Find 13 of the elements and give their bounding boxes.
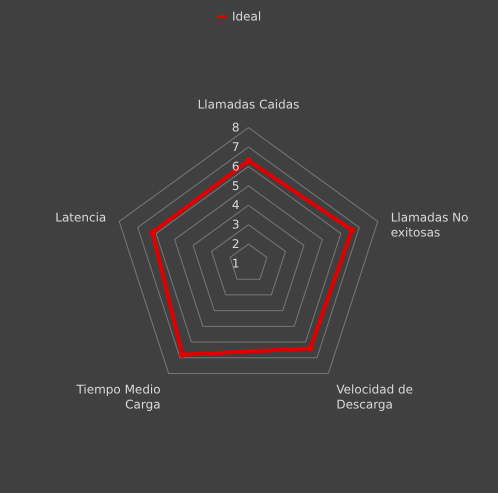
spoke-label: Llamadas Caidas: [198, 97, 300, 112]
legend-label: Ideal: [232, 10, 262, 24]
spoke-label: Velocidad de Descarga: [336, 382, 414, 412]
y-tick-label: 5: [232, 178, 240, 193]
y-tick-label: 7: [232, 140, 240, 154]
y-tick-label: 3: [232, 218, 240, 232]
spoke-label: Llamadas No exitosas: [390, 210, 468, 240]
spoke-label: Tiempo Medio Carga: [75, 382, 161, 412]
spoke-label: Latencia: [55, 210, 106, 224]
y-tick-label: 1: [232, 256, 240, 270]
y-tick-label: 2: [232, 237, 240, 252]
y-tick-label: 4: [232, 198, 240, 212]
y-tick-label: 8: [232, 120, 240, 135]
